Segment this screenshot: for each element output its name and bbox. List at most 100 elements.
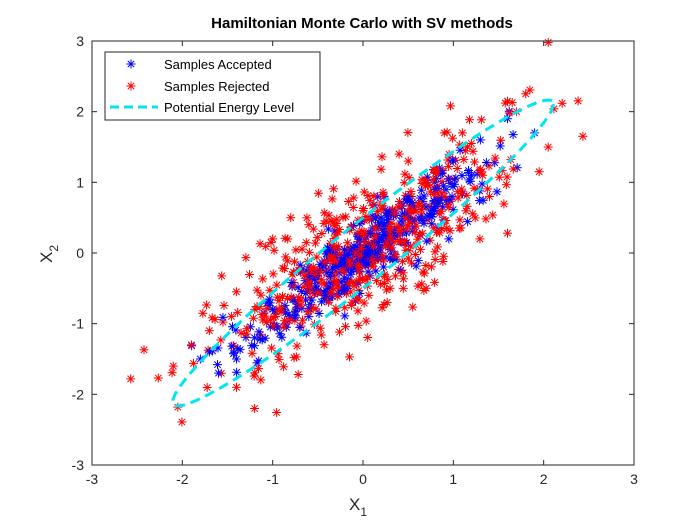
rejected-sample-point bbox=[217, 271, 227, 281]
rejected-sample-point bbox=[403, 156, 413, 166]
rejected-sample-point bbox=[286, 213, 296, 223]
legend-label-accepted: Samples Accepted bbox=[164, 57, 272, 72]
accepted-sample-point bbox=[232, 367, 242, 377]
legend-label-energy: Potential Energy Level bbox=[164, 100, 294, 115]
accepted-sample-point bbox=[481, 158, 491, 167]
rejected-sample-point bbox=[330, 243, 339, 253]
accepted-sample-point bbox=[426, 208, 436, 218]
rejected-sample-point bbox=[436, 206, 446, 216]
rejected-sample-point bbox=[332, 219, 342, 228]
rejected-sample-point bbox=[490, 153, 500, 163]
rejected-sample-point bbox=[376, 164, 386, 174]
rejected-sample-point bbox=[390, 209, 399, 219]
rejected-sample-point bbox=[331, 279, 341, 289]
accepted-sample-point bbox=[421, 202, 431, 212]
rejected-sample-point bbox=[272, 292, 282, 302]
rejected-sample-point bbox=[368, 261, 378, 271]
rejected-sample-point bbox=[320, 257, 330, 267]
rejected-sample-point bbox=[439, 251, 449, 261]
rejected-sample-point bbox=[439, 128, 449, 138]
rejected-sample-point bbox=[400, 169, 410, 179]
accepted-sample-point bbox=[307, 295, 317, 305]
y-axis-label: X2 bbox=[37, 245, 61, 263]
rejected-sample-point bbox=[448, 133, 458, 143]
rejected-sample-point bbox=[335, 327, 344, 337]
accepted-sample-point bbox=[492, 187, 502, 197]
rejected-sample-point bbox=[383, 275, 393, 285]
rejected-sample-point bbox=[293, 370, 303, 379]
x-tick-label: -1 bbox=[266, 471, 279, 487]
rejected-sample-point bbox=[433, 188, 443, 198]
y-tick-label: 0 bbox=[76, 245, 84, 261]
legend: Samples Accepted Samples Rejected Potent… bbox=[104, 51, 321, 121]
rejected-sample-point bbox=[361, 316, 371, 326]
rejected-sample-point bbox=[219, 301, 229, 310]
rejected-sample-point bbox=[233, 307, 243, 317]
rejected-sample-point bbox=[406, 207, 416, 217]
rejected-sample-point bbox=[496, 135, 506, 145]
rejected-sample-point bbox=[364, 290, 374, 300]
rejected-sample-point bbox=[398, 283, 408, 293]
rejected-sample-point bbox=[353, 320, 363, 330]
accepted-sample-point bbox=[376, 213, 386, 223]
accepted-sample-point bbox=[331, 262, 341, 272]
rejected-sample-point bbox=[421, 181, 430, 191]
accepted-sample-point bbox=[265, 298, 275, 308]
rejected-sample-point bbox=[466, 139, 476, 148]
rejected-sample-point bbox=[346, 222, 356, 232]
rejected-sample-point bbox=[387, 243, 397, 253]
rejected-sample-point bbox=[470, 157, 479, 167]
rejected-sample-point bbox=[430, 277, 440, 287]
rejected-sample-point bbox=[303, 278, 313, 288]
rejected-sample-point bbox=[260, 311, 270, 321]
rejected-sample-point bbox=[485, 192, 494, 201]
rejected-sample-point bbox=[403, 128, 413, 138]
rejected-sample-point bbox=[446, 101, 455, 111]
rejected-sample-point bbox=[279, 362, 289, 372]
rejected-sample-point bbox=[428, 174, 438, 184]
rejected-sample-point bbox=[341, 212, 351, 222]
rejected-sample-point bbox=[343, 197, 353, 206]
rejected-sample-point bbox=[283, 234, 293, 244]
accepted-sample-point bbox=[448, 156, 458, 166]
rejected-sample-point bbox=[311, 304, 321, 314]
tick-labels: -3 -2 -1 0 1 2 3 -3 -2 -1 0 1 2 3 bbox=[72, 33, 639, 487]
rejected-sample-point bbox=[408, 302, 418, 312]
accepted-sample-point bbox=[475, 135, 485, 145]
rejected-sample-point bbox=[457, 128, 467, 138]
rejected-sample-point bbox=[250, 404, 260, 413]
rejected-sample-point bbox=[241, 329, 251, 339]
rejected-sample-point bbox=[242, 324, 252, 334]
rejected-sample-point bbox=[488, 210, 498, 220]
rejected-sample-point bbox=[396, 201, 406, 211]
rejected-sample-point bbox=[338, 265, 348, 275]
accepted-sample-point bbox=[417, 216, 427, 225]
rejected-sample-point bbox=[394, 227, 404, 236]
accepted-sample-point bbox=[466, 170, 476, 180]
y-tick-label: -3 bbox=[72, 457, 85, 473]
accepted-sample-point bbox=[396, 216, 406, 226]
rejected-sample-point bbox=[525, 85, 535, 95]
rejected-sample-point bbox=[347, 301, 357, 310]
rejected-sample-point bbox=[291, 245, 301, 255]
accepted-sample-point bbox=[232, 354, 241, 364]
rejected-sample-point bbox=[543, 142, 553, 152]
rejected-sample-point bbox=[499, 199, 509, 209]
rejected-sample-point bbox=[406, 187, 416, 196]
rejected-sample-point bbox=[351, 248, 361, 258]
accepted-sample-point bbox=[204, 347, 214, 357]
rejected-sample-point bbox=[368, 241, 378, 251]
rejected-sample-point bbox=[508, 164, 518, 174]
rejected-sample-point bbox=[385, 283, 395, 293]
rejected-sample-point bbox=[312, 252, 322, 262]
rejected-sample-point bbox=[279, 322, 289, 332]
accepted-sample-point bbox=[229, 349, 238, 359]
x-tick-label: -3 bbox=[86, 471, 99, 487]
rejected-sample-point bbox=[202, 300, 212, 310]
accepted-sample-point bbox=[228, 322, 237, 332]
x-axis-label-main: X bbox=[349, 495, 360, 514]
rejected-sample-point bbox=[255, 239, 265, 249]
accepted-sample-point bbox=[254, 327, 264, 337]
rejected-sample-point bbox=[503, 96, 512, 106]
